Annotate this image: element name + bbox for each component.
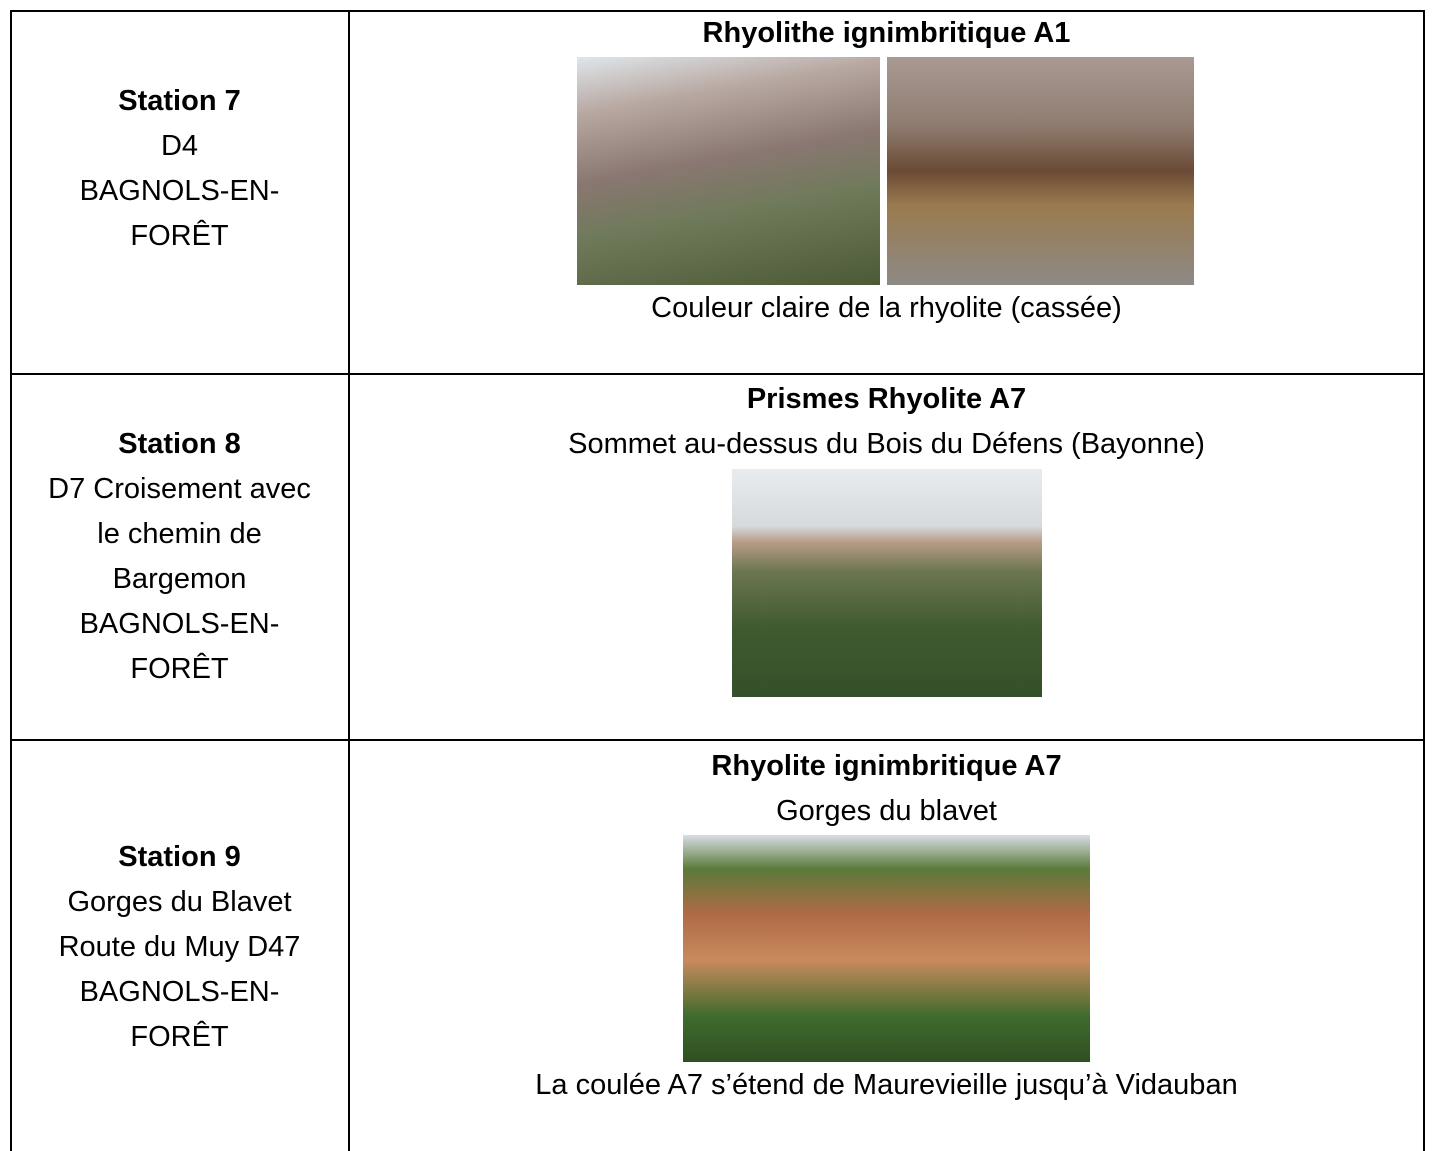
photo <box>732 469 1042 697</box>
station-line: FORÊT <box>130 1021 229 1053</box>
station-title: Station 9 <box>118 841 241 873</box>
station-line: FORÊT <box>130 653 229 685</box>
station-line: Route du Muy D47 <box>58 931 301 963</box>
content-title: Prismes Rhyolite A7 <box>746 383 1027 415</box>
station-line: D7 Croisement avec <box>48 473 311 505</box>
table-border <box>10 10 12 1151</box>
caption: La coulée A7 s’étend de Maurevieille jus… <box>535 1069 1238 1101</box>
caption: Couleur claire de la rhyolite (cassée) <box>651 292 1122 324</box>
row-border <box>10 373 1425 375</box>
photo <box>683 835 1090 1062</box>
station-title: Station 8 <box>118 428 241 460</box>
station-line: le chemin de <box>97 518 262 550</box>
station-line: D4 <box>160 130 199 162</box>
content-title: Rhyolite ignimbritique A7 <box>711 750 1062 782</box>
photo <box>887 57 1194 285</box>
table-border <box>10 10 1425 12</box>
row-border <box>10 739 1425 741</box>
station-line: FORÊT <box>130 220 229 252</box>
station-title: Station 7 <box>118 85 241 117</box>
column-border <box>348 10 350 1151</box>
station-line: BAGNOLS-EN- <box>79 608 280 640</box>
content-title: Rhyolithe ignimbritique A1 <box>702 17 1071 49</box>
subtitle: Gorges du blavet <box>776 795 997 827</box>
station-line: BAGNOLS-EN- <box>79 175 280 207</box>
station-line: BAGNOLS-EN- <box>79 976 280 1008</box>
subtitle: Sommet au-dessus du Bois du Défens (Bayo… <box>568 428 1205 460</box>
table-border <box>1423 10 1425 1151</box>
photo <box>577 57 880 285</box>
station-line: Gorges du Blavet <box>67 886 292 918</box>
station-line: Bargemon <box>112 563 247 595</box>
